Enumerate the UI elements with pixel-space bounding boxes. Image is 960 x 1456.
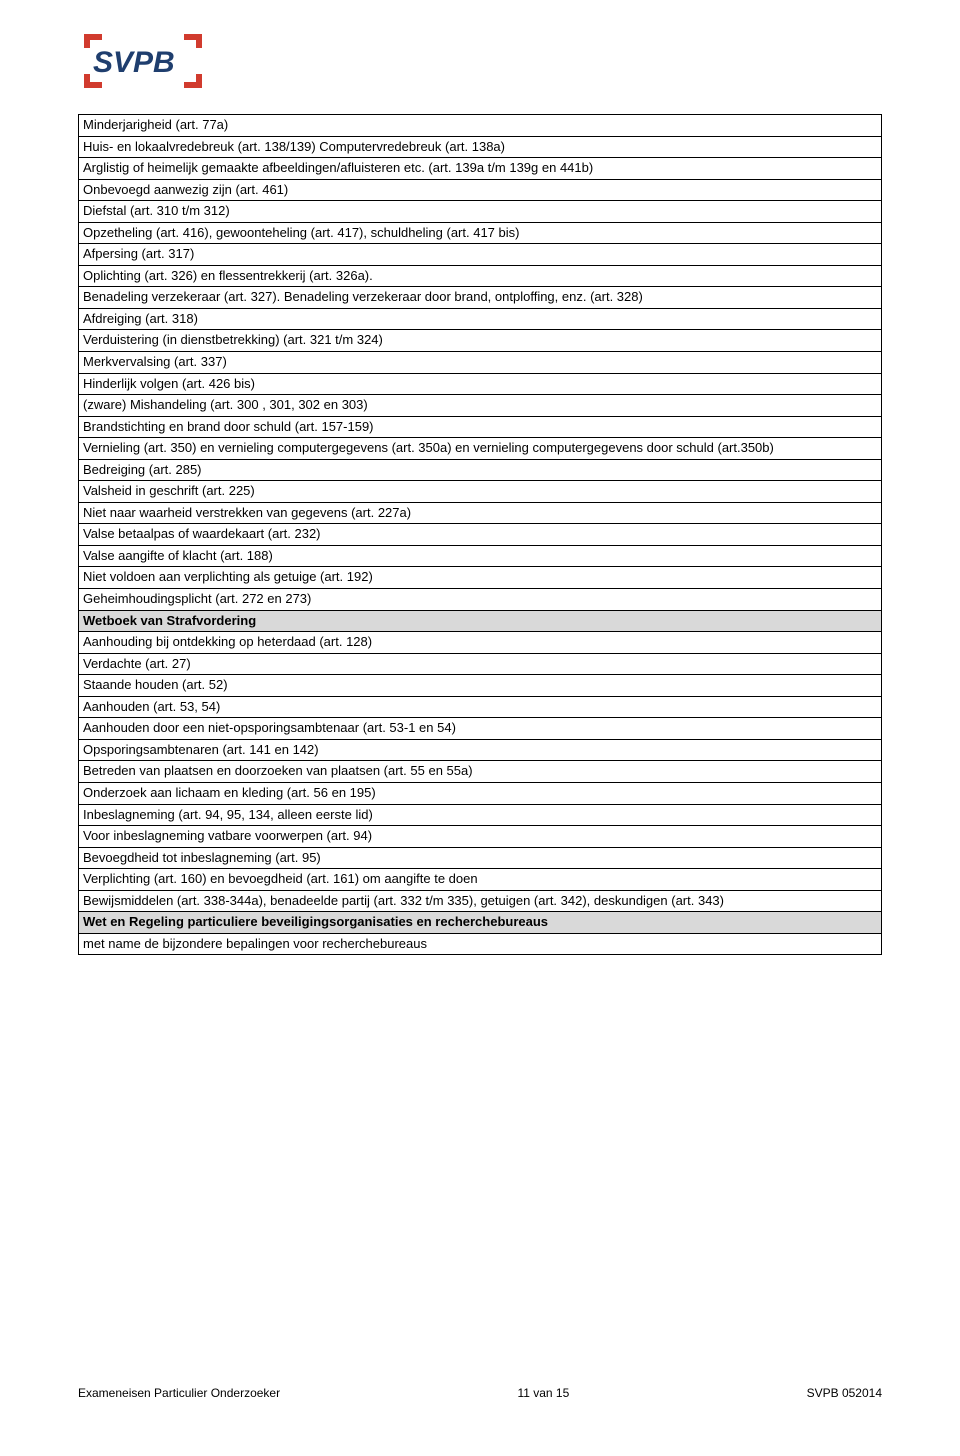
table-cell: Aanhouden door een niet-opsporingsambten…	[79, 718, 882, 740]
table-cell: Staande houden (art. 52)	[79, 675, 882, 697]
table-row: Opsporingsambtenaren (art. 141 en 142)	[79, 739, 882, 761]
section-header-cell: Wet en Regeling particuliere beveiliging…	[79, 912, 882, 934]
table-row: Niet voldoen aan verplichting als getuig…	[79, 567, 882, 589]
svg-text:SVPB: SVPB	[93, 46, 175, 79]
table-cell: Verdachte (art. 27)	[79, 653, 882, 675]
table-row: Benadeling verzekeraar (art. 327). Benad…	[79, 287, 882, 309]
table-row: Verduistering (in dienstbetrekking) (art…	[79, 330, 882, 352]
table-row: Inbeslagneming (art. 94, 95, 134, alleen…	[79, 804, 882, 826]
table-cell: Hinderlijk volgen (art. 426 bis)	[79, 373, 882, 395]
table-cell: Aanhouding bij ontdekking op heterdaad (…	[79, 632, 882, 654]
page-footer: Exameneisen Particulier Onderzoeker 11 v…	[78, 1386, 882, 1400]
table-cell: Valsheid in geschrift (art. 225)	[79, 481, 882, 503]
table-cell: Bevoegdheid tot inbeslagneming (art. 95)	[79, 847, 882, 869]
section-header-cell: Wetboek van Strafvordering	[79, 610, 882, 632]
table-row: Afdreiging (art. 318)	[79, 308, 882, 330]
table-row: Verdachte (art. 27)	[79, 653, 882, 675]
table-cell: Niet naar waarheid verstrekken van gegev…	[79, 502, 882, 524]
table-row: Bevoegdheid tot inbeslagneming (art. 95)	[79, 847, 882, 869]
table-row: Valse betaalpas of waardekaart (art. 232…	[79, 524, 882, 546]
table-row: Geheimhoudingsplicht (art. 272 en 273)	[79, 589, 882, 611]
svpb-logo-svg: SVPB	[78, 30, 208, 92]
table-cell: Afdreiging (art. 318)	[79, 308, 882, 330]
table-cell: Diefstal (art. 310 t/m 312)	[79, 201, 882, 223]
footer-left: Exameneisen Particulier Onderzoeker	[78, 1386, 280, 1400]
table-cell: Bedreiging (art. 285)	[79, 459, 882, 481]
footer-right: SVPB 052014	[807, 1386, 882, 1400]
table-row: Valsheid in geschrift (art. 225)	[79, 481, 882, 503]
table-cell: (zware) Mishandeling (art. 300 , 301, 30…	[79, 395, 882, 417]
table-cell: Benadeling verzekeraar (art. 327). Benad…	[79, 287, 882, 309]
table-row: Wet en Regeling particuliere beveiliging…	[79, 912, 882, 934]
table-row: Valse aangifte of klacht (art. 188)	[79, 545, 882, 567]
table-row: Vernieling (art. 350) en vernieling comp…	[79, 438, 882, 460]
table-cell: Valse betaalpas of waardekaart (art. 232…	[79, 524, 882, 546]
table-row: Oplichting (art. 326) en flessentrekkeri…	[79, 265, 882, 287]
table-row: Voor inbeslagneming vatbare voorwerpen (…	[79, 826, 882, 848]
content-table: Minderjarigheid (art. 77a)Huis- en lokaa…	[78, 114, 882, 955]
table-row: Wetboek van Strafvordering	[79, 610, 882, 632]
table-cell: Inbeslagneming (art. 94, 95, 134, alleen…	[79, 804, 882, 826]
table-cell: Bewijsmiddelen (art. 338-344a), benadeel…	[79, 890, 882, 912]
table-cell: Opsporingsambtenaren (art. 141 en 142)	[79, 739, 882, 761]
table-row: Minderjarigheid (art. 77a)	[79, 115, 882, 137]
table-cell: Huis- en lokaalvredebreuk (art. 138/139)…	[79, 136, 882, 158]
table-cell: Arglistig of heimelijk gemaakte afbeeldi…	[79, 158, 882, 180]
table-row: Brandstichting en brand door schuld (art…	[79, 416, 882, 438]
table-cell: Geheimhoudingsplicht (art. 272 en 273)	[79, 589, 882, 611]
table-row: Onbevoegd aanwezig zijn (art. 461)	[79, 179, 882, 201]
table-row: Arglistig of heimelijk gemaakte afbeeldi…	[79, 158, 882, 180]
table-cell: Onderzoek aan lichaam en kleding (art. 5…	[79, 782, 882, 804]
table-row: Aanhouden door een niet-opsporingsambten…	[79, 718, 882, 740]
table-cell: Betreden van plaatsen en doorzoeken van …	[79, 761, 882, 783]
table-cell: Opzetheling (art. 416), gewoonteheling (…	[79, 222, 882, 244]
table-cell: Vernieling (art. 350) en vernieling comp…	[79, 438, 882, 460]
table-row: Aanhouden (art. 53, 54)	[79, 696, 882, 718]
table-row: Betreden van plaatsen en doorzoeken van …	[79, 761, 882, 783]
table-cell: Verplichting (art. 160) en bevoegdheid (…	[79, 869, 882, 891]
table-cell: Niet voldoen aan verplichting als getuig…	[79, 567, 882, 589]
table-row: Diefstal (art. 310 t/m 312)	[79, 201, 882, 223]
table-cell: Voor inbeslagneming vatbare voorwerpen (…	[79, 826, 882, 848]
table-cell: Brandstichting en brand door schuld (art…	[79, 416, 882, 438]
table-row: Bewijsmiddelen (art. 338-344a), benadeel…	[79, 890, 882, 912]
table-row: Merkvervalsing (art. 337)	[79, 352, 882, 374]
table-cell: Merkvervalsing (art. 337)	[79, 352, 882, 374]
table-cell: met name de bijzondere bepalingen voor r…	[79, 933, 882, 955]
svpb-logo: SVPB	[78, 30, 208, 92]
table-cell: Valse aangifte of klacht (art. 188)	[79, 545, 882, 567]
table-row: Afpersing (art. 317)	[79, 244, 882, 266]
table-cell: Oplichting (art. 326) en flessentrekkeri…	[79, 265, 882, 287]
table-row: Hinderlijk volgen (art. 426 bis)	[79, 373, 882, 395]
table-row: Huis- en lokaalvredebreuk (art. 138/139)…	[79, 136, 882, 158]
table-row: Opzetheling (art. 416), gewoonteheling (…	[79, 222, 882, 244]
table-cell: Afpersing (art. 317)	[79, 244, 882, 266]
table-cell: Onbevoegd aanwezig zijn (art. 461)	[79, 179, 882, 201]
table-row: Staande houden (art. 52)	[79, 675, 882, 697]
table-row: (zware) Mishandeling (art. 300 , 301, 30…	[79, 395, 882, 417]
table-row: Aanhouding bij ontdekking op heterdaad (…	[79, 632, 882, 654]
table-row: met name de bijzondere bepalingen voor r…	[79, 933, 882, 955]
footer-center: 11 van 15	[517, 1386, 569, 1400]
table-cell: Aanhouden (art. 53, 54)	[79, 696, 882, 718]
document-page: SVPB Minderjarigheid (art. 77a)Huis- en …	[0, 0, 960, 1456]
table-cell: Verduistering (in dienstbetrekking) (art…	[79, 330, 882, 352]
table-cell: Minderjarigheid (art. 77a)	[79, 115, 882, 137]
table-row: Bedreiging (art. 285)	[79, 459, 882, 481]
table-row: Niet naar waarheid verstrekken van gegev…	[79, 502, 882, 524]
table-row: Onderzoek aan lichaam en kleding (art. 5…	[79, 782, 882, 804]
table-row: Verplichting (art. 160) en bevoegdheid (…	[79, 869, 882, 891]
